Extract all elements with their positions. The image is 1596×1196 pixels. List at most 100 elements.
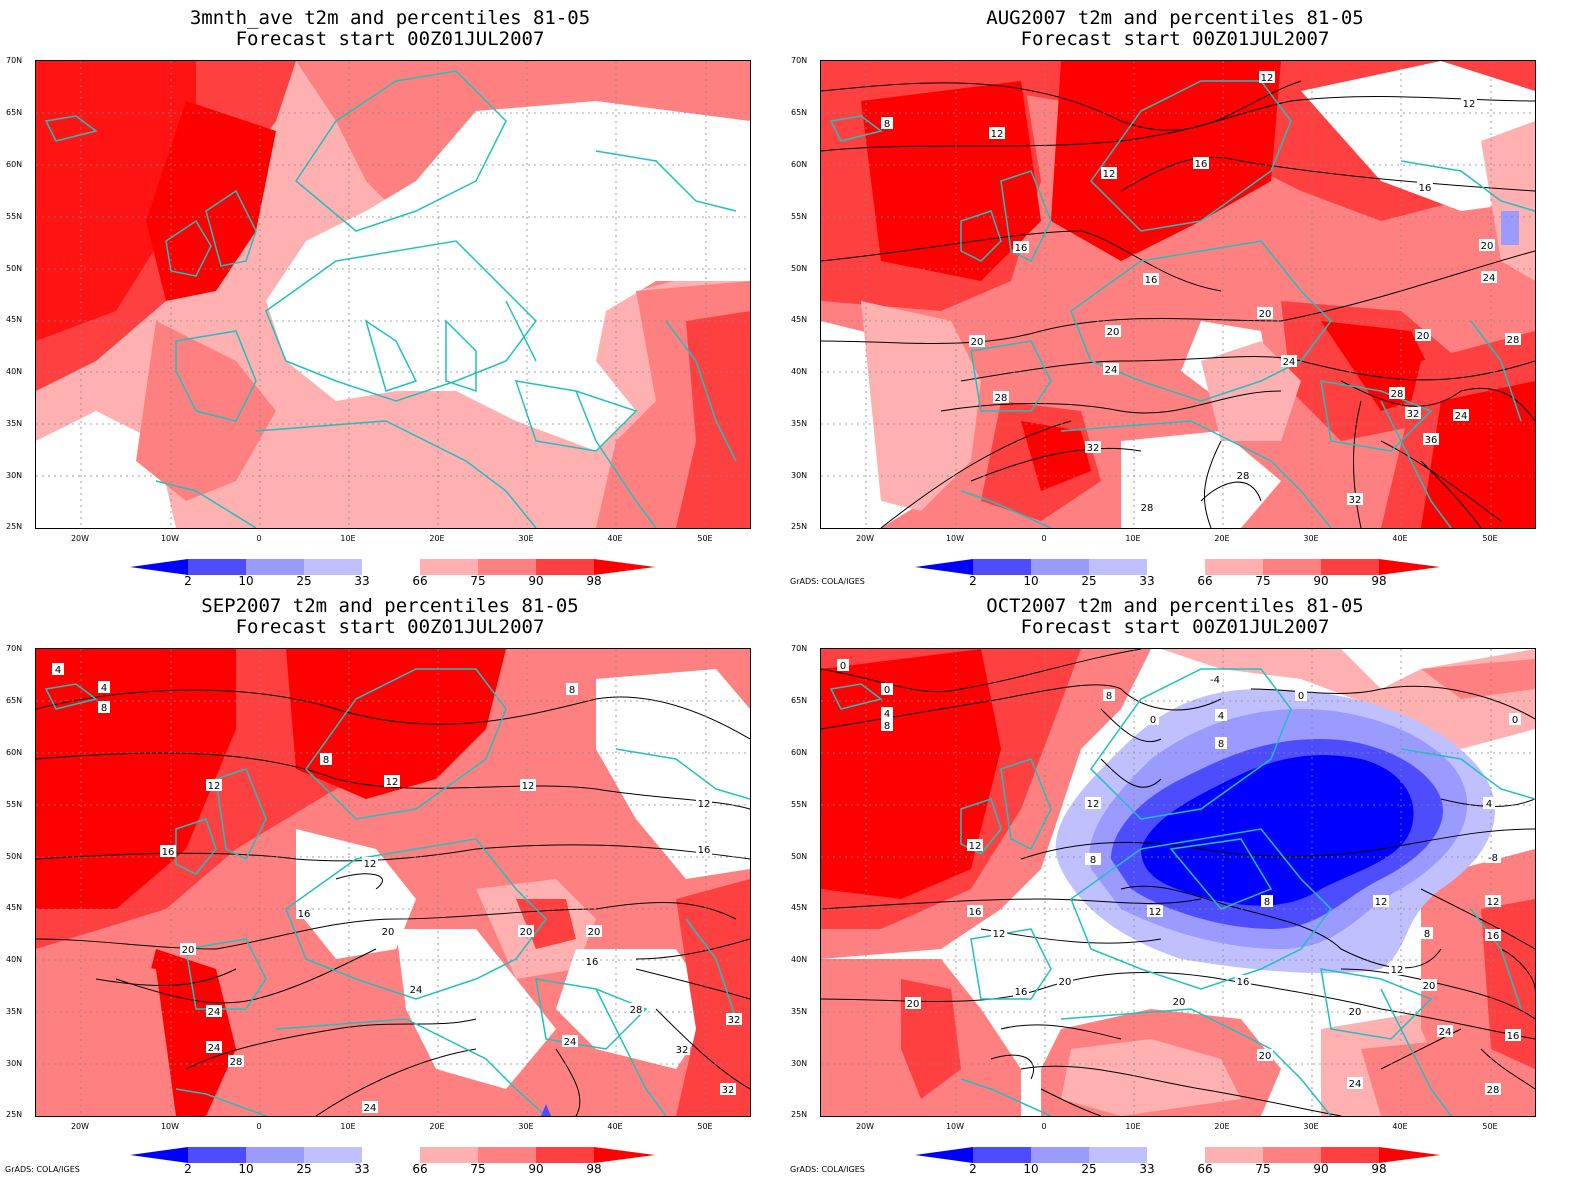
contour-label: 8: [881, 719, 893, 732]
svg-text:8: 8: [1106, 691, 1112, 702]
panel-subtitle: Forecast start 00Z01JUL2007: [235, 28, 545, 50]
colorbar-label: 33: [354, 1162, 370, 1176]
lon-label: 50E: [697, 1122, 713, 1131]
contour-label: 8: [1215, 737, 1227, 750]
colorbar-label: 33: [1139, 1162, 1155, 1176]
contour-label: 20: [969, 335, 985, 348]
svg-text:32: 32: [1087, 443, 1100, 454]
colorbar-label: 90: [528, 1162, 544, 1176]
svg-text:12: 12: [208, 781, 221, 792]
colorbar-label: 10: [238, 1162, 254, 1176]
contour-label: 12: [1101, 167, 1117, 180]
lon-label: 10E: [340, 1122, 356, 1131]
svg-text:28: 28: [1507, 335, 1520, 346]
lat-label: 30N: [6, 1059, 23, 1068]
svg-text:8: 8: [884, 119, 890, 130]
svg-text:8: 8: [1090, 855, 1096, 866]
colorbar-label: 90: [1313, 574, 1329, 588]
svg-text:24: 24: [564, 1037, 577, 1048]
svg-text:8: 8: [1264, 897, 1270, 908]
colorbar-label: 66: [412, 574, 428, 588]
colorbar-label: 90: [528, 574, 544, 588]
contour-label: 16: [1505, 1029, 1521, 1042]
svg-text:8: 8: [101, 703, 107, 714]
svg-text:20: 20: [1107, 327, 1120, 338]
colorbar-label: 2: [969, 574, 977, 588]
contour-label: 32: [726, 1013, 742, 1026]
contour-label: 20: [1171, 995, 1187, 1008]
svg-text:8: 8: [569, 685, 575, 696]
contour-label: 16: [1235, 975, 1251, 988]
svg-text:16: 16: [1507, 1031, 1520, 1042]
lat-label: 65N: [791, 696, 808, 705]
lon-label: 20E: [429, 1122, 445, 1131]
lon-label: 10W: [160, 534, 180, 543]
panel-title: 3mnth_ave t2m and percentiles 81-05: [189, 7, 591, 29]
colorbar-label: 66: [1197, 574, 1213, 588]
lon-label: 40E: [607, 534, 623, 543]
svg-text:20: 20: [1417, 331, 1430, 342]
contour-label: 12: [989, 127, 1005, 140]
contour-label: 24: [206, 1041, 222, 1054]
grads-credit: GrADS: COLA/IGES: [790, 577, 865, 586]
contour-label: 24: [562, 1035, 578, 1048]
lat-label: 60N: [791, 748, 808, 757]
panel-title: AUG2007 t2m and percentiles 81-05: [986, 7, 1364, 29]
contour-label: 8: [566, 683, 578, 696]
lat-label: 30N: [6, 471, 23, 480]
panel-subtitle: Forecast start 00Z01JUL2007: [1020, 28, 1330, 50]
svg-text:16: 16: [162, 847, 175, 858]
lon-label: 10W: [945, 534, 965, 543]
contour-label: 16: [967, 905, 983, 918]
lat-label: 65N: [791, 108, 808, 117]
contour-label: 12: [967, 839, 983, 852]
contour-label: 16: [160, 845, 176, 858]
contour-label: 16: [696, 843, 712, 856]
lat-label: 40N: [791, 367, 808, 376]
contour-label: 16: [296, 907, 312, 920]
svg-text:12: 12: [1375, 897, 1388, 908]
contour-label: 8: [1261, 895, 1273, 908]
lon-label: 10W: [945, 1122, 965, 1131]
contour-label: 16: [1013, 241, 1029, 254]
svg-text:12: 12: [1261, 73, 1274, 84]
contour-label: 12: [520, 779, 536, 792]
contour-label: 28: [1505, 333, 1521, 346]
colorbar-label: 98: [586, 1162, 602, 1176]
svg-text:20: 20: [1173, 997, 1186, 1008]
svg-text:28: 28: [1237, 471, 1250, 482]
lat-label: 70N: [6, 644, 23, 653]
svg-text:28: 28: [230, 1057, 243, 1068]
contour-label: 12: [362, 857, 378, 870]
svg-text:12: 12: [993, 929, 1006, 940]
svg-text:0: 0: [1150, 715, 1156, 726]
contour-label: 16: [1193, 157, 1209, 170]
lat-label: 55N: [6, 212, 23, 221]
colorbar-label: 25: [296, 574, 312, 588]
lon-label: 30E: [1303, 534, 1319, 543]
contour-label: 24: [1453, 409, 1469, 422]
colorbar-label: 25: [1081, 574, 1097, 588]
svg-text:4: 4: [1486, 799, 1492, 810]
contour-label: 16: [1485, 929, 1501, 942]
lat-label: 45N: [791, 315, 808, 324]
lon-label: 10W: [160, 1122, 180, 1131]
colorbar: [915, 559, 1440, 575]
panel-title: SEP2007 t2m and percentiles 81-05: [201, 595, 579, 617]
contour-label: 8: [1421, 927, 1433, 940]
svg-text:20: 20: [588, 927, 601, 938]
colorbar: [915, 1147, 1440, 1163]
lon-label: 20E: [1214, 534, 1230, 543]
svg-text:32: 32: [1407, 409, 1420, 420]
contour-label: 28: [628, 1003, 644, 1016]
svg-text:28: 28: [1391, 389, 1404, 400]
svg-text:20: 20: [1259, 1051, 1272, 1062]
svg-text:20: 20: [520, 927, 533, 938]
lon-label: 50E: [697, 534, 713, 543]
contour-label: 8: [1103, 689, 1115, 702]
lon-label: 20W: [70, 1122, 90, 1131]
svg-text:4: 4: [101, 683, 107, 694]
contour-label: 12: [696, 797, 712, 810]
lon-label: 0: [1041, 534, 1047, 543]
contour-label: -8: [1485, 851, 1501, 864]
